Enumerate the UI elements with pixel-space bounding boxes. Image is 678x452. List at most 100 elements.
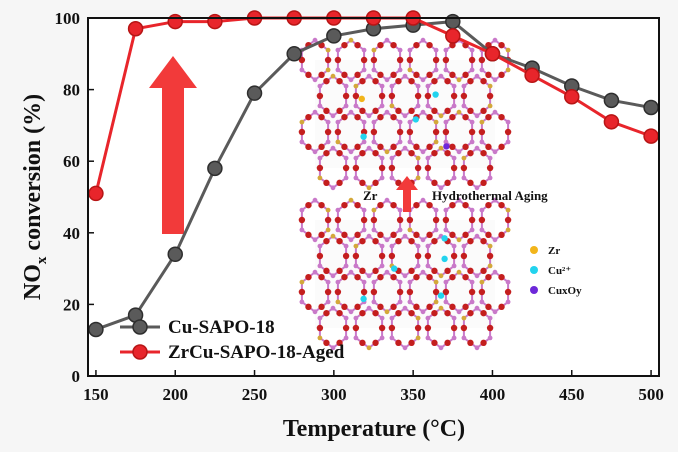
tetrahedral-atom <box>451 83 457 89</box>
tetrahedral-atom <box>366 233 372 239</box>
tetrahedral-atom <box>420 197 426 203</box>
extra-framework-species <box>360 295 367 303</box>
oxygen-atom <box>352 324 360 332</box>
inset-label-zr: Zr <box>363 188 378 203</box>
oxygen-atom <box>318 273 325 281</box>
oxygen-atom <box>341 71 348 79</box>
oxygen-atom <box>485 201 492 209</box>
oxygen-atom <box>318 143 325 151</box>
tetrahedral-atom <box>312 197 318 203</box>
tetrahedral-atom <box>492 37 498 43</box>
oxygen-atom <box>480 107 487 115</box>
oxygen-atom <box>478 128 486 136</box>
tetrahedral-atom <box>407 47 413 53</box>
tetrahedral-atom <box>353 103 359 109</box>
y-tick-label: 100 <box>55 9 81 28</box>
tetrahedral-atom <box>461 175 467 181</box>
tetrahedral-atom <box>397 299 403 305</box>
oxygen-atom <box>424 252 432 260</box>
oxygen-atom <box>450 252 458 260</box>
oxygen-atom <box>462 113 469 121</box>
oxygen-atom <box>370 216 378 224</box>
oxygen-atom <box>414 92 422 100</box>
tetrahedral-atom <box>379 155 385 161</box>
tetrahedral-atom <box>456 309 462 315</box>
tetrahedral-atom <box>299 279 305 285</box>
tetrahedral-atom <box>361 279 367 285</box>
tetrahedral-atom <box>451 315 457 321</box>
oxygen-atom <box>323 149 330 157</box>
oxygen-atom <box>334 288 342 296</box>
tetrahedral-atom <box>487 243 493 249</box>
tetrahedral-atom <box>474 73 480 79</box>
oxygen-atom <box>413 303 420 311</box>
legend-marker-cu-sapo-18 <box>132 319 148 335</box>
data-point-zrcu-sapo-18-aged <box>88 185 104 202</box>
tetrahedral-atom <box>415 263 421 269</box>
x-tick-label: 500 <box>638 385 664 404</box>
oxygen-atom <box>450 164 458 172</box>
oxygen-atom <box>424 92 432 100</box>
tetrahedral-atom <box>389 103 395 109</box>
oxygen-atom <box>480 237 487 245</box>
extra-framework-species <box>360 133 367 140</box>
data-point-cu-sapo-18 <box>246 85 263 101</box>
oxygen-atom <box>360 128 368 136</box>
oxygen-atom <box>460 324 468 332</box>
oxygen-atom <box>485 71 492 79</box>
extra-framework-species <box>441 235 448 242</box>
oxygen-atom <box>342 164 350 172</box>
tetrahedral-atom <box>461 155 467 161</box>
tetrahedral-atom <box>461 335 467 341</box>
oxygen-atom <box>390 201 397 209</box>
oxygen-atom <box>432 56 440 64</box>
tetrahedral-atom <box>443 67 449 73</box>
tetrahedral-atom <box>420 109 426 115</box>
tetrahedral-atom <box>299 299 305 305</box>
tetrahedral-atom <box>505 119 511 125</box>
tetrahedral-atom <box>371 207 377 213</box>
tetrahedral-atom <box>474 185 480 191</box>
tetrahedral-atom <box>325 299 331 305</box>
oxygen-atom <box>485 143 492 151</box>
tetrahedral-atom <box>366 145 372 151</box>
oxygen-atom <box>408 267 415 275</box>
x-tick-label: 350 <box>400 385 426 404</box>
tetrahedral-atom <box>469 67 475 73</box>
oxygen-atom <box>467 107 474 115</box>
oxygen-atom <box>305 201 312 209</box>
oxygen-atom <box>413 71 420 79</box>
oxygen-atom <box>444 107 451 115</box>
oxygen-atom <box>504 288 512 296</box>
oxygen-atom <box>468 128 476 136</box>
oxygen-atom <box>414 324 422 332</box>
oxygen-atom <box>318 303 325 311</box>
tetrahedral-atom <box>366 345 372 351</box>
x-tick-label: 200 <box>162 385 188 404</box>
oxygen-atom <box>377 231 384 239</box>
oxygen-atom <box>486 252 494 260</box>
tetrahedral-atom <box>371 227 377 233</box>
data-point-zrcu-sapo-18-aged <box>643 128 659 144</box>
tetrahedral-atom <box>312 77 318 83</box>
tetrahedral-atom <box>479 207 485 213</box>
tetrahedral-atom <box>312 269 318 275</box>
tetrahedral-atom <box>443 139 449 145</box>
tetrahedral-atom <box>371 119 377 125</box>
tetrahedral-atom <box>505 47 511 53</box>
tetrahedral-atom <box>425 155 431 161</box>
oxygen-atom <box>480 149 487 157</box>
tetrahedral-atom <box>433 227 439 233</box>
tetrahedral-atom <box>407 279 413 285</box>
y-axis-title: NOx conversion (%) <box>20 94 50 300</box>
tetrahedral-atom <box>438 345 444 351</box>
tetrahedral-atom <box>469 119 475 125</box>
oxygen-atom <box>498 201 505 209</box>
inset-key-marker <box>530 286 538 294</box>
oxygen-atom <box>359 149 366 157</box>
oxygen-atom <box>305 143 312 151</box>
oxygen-atom <box>444 149 451 157</box>
oxygen-atom <box>467 339 474 347</box>
tetrahedral-atom <box>487 175 493 181</box>
big-arrow-shaft <box>162 84 184 234</box>
